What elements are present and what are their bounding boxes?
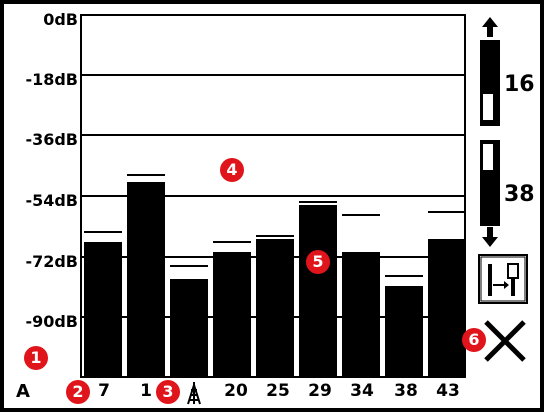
x-label-38: 38 (394, 381, 418, 401)
x-label-7: 7 (98, 381, 110, 401)
close-icon[interactable] (482, 318, 528, 364)
y-label-36: -36dB (25, 130, 78, 149)
upper-value: 16 (504, 72, 535, 97)
badge-3: 3 (156, 380, 180, 404)
badge-6: 6 (462, 328, 486, 352)
y-label-90: -90dB (25, 312, 78, 331)
gridline-54 (80, 195, 466, 197)
lower-value: 38 (504, 182, 535, 207)
badge-1: 1 (24, 346, 48, 370)
bar-2 (170, 278, 208, 376)
peak-marker-7 (385, 274, 423, 277)
gridline-0 (80, 14, 466, 16)
bar-4 (256, 238, 294, 376)
control-panel: 16 38 (466, 14, 540, 394)
bar-5 (299, 205, 337, 376)
bar-6 (342, 251, 380, 376)
badge-4: 4 (220, 158, 244, 182)
y-label-72: -72dB (25, 252, 78, 271)
y-label-54: -54dB (25, 191, 78, 210)
peak-marker-5 (299, 201, 337, 204)
x-label-34: 34 (350, 381, 374, 401)
upper-slider-track[interactable] (480, 40, 500, 126)
lower-slider-track[interactable] (480, 140, 500, 226)
plot-baseline (80, 376, 466, 378)
x-label-25: 25 (266, 381, 290, 401)
peak-marker-1 (127, 174, 165, 177)
gridline-18 (80, 74, 466, 76)
peak-marker-6 (342, 214, 380, 217)
y-label-0: 0dB (43, 10, 78, 29)
peak-marker-8 (428, 211, 466, 214)
bar-8 (428, 238, 466, 376)
peak-marker-4 (256, 234, 294, 237)
bar-3 (213, 251, 251, 376)
arrow-up-icon[interactable] (480, 16, 500, 38)
x-label-1: 1 (140, 381, 152, 401)
bar-1 (127, 181, 165, 376)
channel-label[interactable]: A (16, 381, 30, 402)
bar-0 (84, 241, 122, 376)
y-label-18: -18dB (25, 70, 78, 89)
x-label-20: 20 (224, 381, 248, 401)
gridline-36 (80, 134, 466, 136)
antenna-icon (184, 381, 204, 405)
x-label-29: 29 (308, 381, 332, 401)
badge-5: 5 (306, 250, 330, 274)
arrow-down-icon[interactable] (480, 226, 500, 248)
x-label-43: 43 (436, 381, 460, 401)
bar-7 (385, 285, 423, 376)
peak-marker-0 (84, 231, 122, 234)
adjust-icon[interactable] (478, 254, 528, 304)
peak-marker-2 (170, 264, 208, 267)
badge-2: 2 (66, 380, 90, 404)
peak-marker-3 (213, 241, 251, 244)
upper-slider-thumb[interactable] (483, 94, 493, 120)
lower-slider-thumb[interactable] (483, 144, 493, 170)
